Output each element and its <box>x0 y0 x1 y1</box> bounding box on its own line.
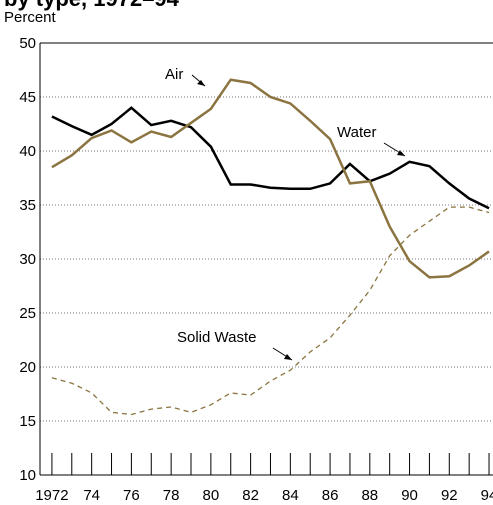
series-line <box>51 206 490 416</box>
arrow-head <box>397 150 405 156</box>
x-tick-label: 94 <box>481 487 493 504</box>
x-tick-label: 92 <box>441 487 458 504</box>
y-tick-label: 15 <box>19 413 36 430</box>
chart-title: by type, 1972–94 <box>4 0 180 11</box>
x-tick-label: 74 <box>83 487 100 504</box>
x-tick-label: 80 <box>203 487 220 504</box>
y-tick-label: 20 <box>19 359 36 376</box>
annotation: Air <box>165 66 183 83</box>
y-tick-label: 25 <box>19 305 36 322</box>
y-axis-label: Percent <box>4 9 57 26</box>
series-line <box>51 106 490 210</box>
y-tick-label: 40 <box>19 143 36 160</box>
x-tick-label: 78 <box>163 487 180 504</box>
arrow-head <box>284 354 292 360</box>
y-tick-label: 50 <box>19 35 36 52</box>
x-tick-label: 82 <box>242 487 259 504</box>
y-tick-label: 10 <box>19 467 36 484</box>
arrow-head <box>197 80 205 86</box>
y-tick-label: 45 <box>19 89 36 106</box>
x-tick-label: 76 <box>123 487 140 504</box>
x-tick-label: 90 <box>401 487 418 504</box>
annotation: Water <box>337 124 376 141</box>
x-tick-label: 84 <box>282 487 299 504</box>
x-tick-label: 1972 <box>35 487 68 504</box>
y-tick-label: 35 <box>19 197 36 214</box>
x-tick-label: 86 <box>322 487 339 504</box>
annotation: Solid Waste <box>177 329 256 346</box>
annotations: Air Water Solid Waste <box>165 66 406 361</box>
y-tick-label: 30 <box>19 251 36 268</box>
x-tick-label: 88 <box>361 487 378 504</box>
series-line <box>51 78 490 279</box>
